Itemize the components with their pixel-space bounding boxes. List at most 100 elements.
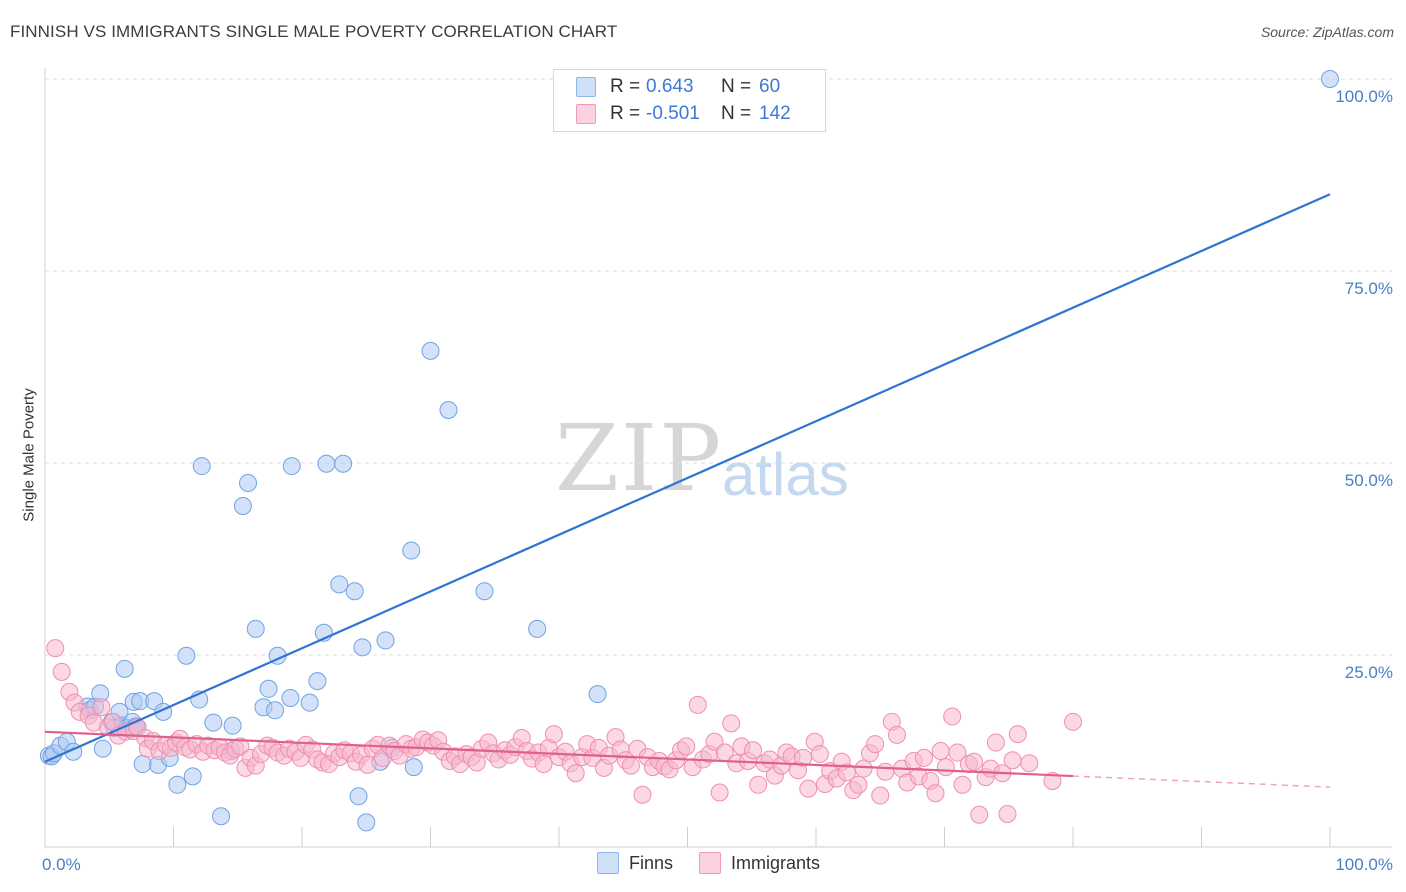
finns-point	[404, 758, 423, 777]
immigrants-point	[566, 764, 585, 783]
immigrants-point	[799, 779, 818, 798]
immigrants-point	[1008, 725, 1027, 744]
legend-r-label: R =	[610, 103, 641, 124]
legend-swatch-immigrants	[699, 852, 722, 874]
immigrants-point	[231, 737, 250, 756]
finns-point	[223, 716, 242, 735]
immigrants-point	[887, 725, 906, 744]
immigrants-point	[46, 639, 65, 658]
legend-swatch-immigrants	[576, 104, 596, 124]
legend-swatch-finns	[576, 77, 596, 97]
finns-point	[317, 454, 336, 473]
immigrants-point	[953, 775, 972, 794]
legend-n-value: 142	[759, 103, 791, 124]
immigrants-point	[621, 756, 640, 775]
immigrants-point	[633, 785, 652, 804]
legend-n-label: N =	[721, 103, 752, 124]
immigrants-point	[794, 748, 813, 767]
immigrants-point	[931, 742, 950, 760]
immigrants-point	[688, 695, 707, 714]
finns-point	[233, 497, 252, 516]
immigrants-point	[749, 775, 768, 794]
finns-point	[349, 787, 368, 806]
finns-point	[183, 767, 202, 786]
watermark-zip: ZIP	[555, 405, 724, 512]
immigrants-point	[871, 786, 890, 805]
legend-r-value: 0.643	[646, 76, 694, 97]
legend-swatch-finns	[597, 852, 619, 874]
immigrants-point	[837, 763, 856, 782]
finns-point	[133, 755, 152, 774]
immigrants-trend-extension	[1072, 775, 1331, 788]
immigrants-point	[936, 758, 955, 777]
finns-point	[1321, 70, 1339, 88]
legend-row-finns: R = 0.643 N = 60	[554, 75, 780, 99]
immigrants-point	[722, 714, 741, 733]
immigrants-point	[926, 784, 945, 803]
immigrants-point	[1064, 712, 1082, 731]
immigrants-point	[866, 735, 885, 754]
legend-row-immigrants: R = -0.501 N = 142	[554, 102, 791, 126]
finns-point	[475, 582, 494, 601]
series-legend: Finns Immigrants	[597, 852, 846, 874]
legend-label-immigrants: Immigrants	[731, 852, 821, 873]
source-label: Source: ZipAtlas.com	[1260, 24, 1394, 40]
immigrants-point	[710, 783, 729, 802]
immigrants-point	[358, 755, 377, 774]
immigrants-point	[943, 707, 962, 726]
grid-lines	[45, 78, 1392, 656]
immigrants-point	[876, 762, 895, 781]
immigrants-point	[544, 725, 563, 744]
immigrants-trend-line	[44, 730, 1074, 778]
finns-point	[204, 713, 223, 732]
x-tick-label: 100.0%	[1335, 855, 1393, 874]
immigrants-point	[1003, 751, 1022, 770]
finns-point	[115, 659, 134, 678]
immigrants-point	[534, 755, 553, 774]
finns-point	[281, 689, 300, 708]
legend-item-finns[interactable]: Finns	[597, 852, 673, 874]
finns-point	[330, 575, 349, 594]
finns-point	[528, 619, 547, 638]
legend-n-label: N =	[721, 76, 752, 97]
finns-point	[282, 457, 301, 476]
immigrants-point	[677, 737, 696, 756]
immigrants-point	[849, 775, 868, 794]
immigrants-point	[948, 743, 967, 762]
finns-trend-line	[44, 193, 1331, 763]
immigrants-point	[52, 662, 71, 681]
finns-point	[308, 672, 327, 691]
legend-r-label: R =	[610, 76, 641, 97]
finns-point	[345, 582, 364, 601]
legend-item-immigrants[interactable]: Immigrants	[699, 852, 820, 874]
y-tick-label: 100.0%	[1335, 87, 1393, 106]
finns-point	[376, 631, 395, 650]
finns-point	[402, 541, 421, 560]
trend-lines	[44, 193, 1331, 788]
legend-r-value: -0.501	[646, 103, 700, 124]
y-tick-label: 75.0%	[1345, 279, 1393, 298]
immigrants-point	[744, 741, 763, 760]
finns-point	[93, 739, 112, 758]
finns-point	[334, 454, 353, 473]
finns-point	[168, 775, 187, 794]
finns-point	[259, 679, 278, 698]
immigrants-point	[965, 752, 984, 771]
legend-n-value: 60	[759, 76, 781, 97]
immigrants-point	[1043, 771, 1062, 790]
immigrants-point	[1020, 754, 1039, 773]
finns-point	[439, 401, 458, 420]
immigrants-point	[998, 804, 1017, 823]
finns-point	[192, 457, 211, 476]
legend-label-finns: Finns	[629, 852, 674, 873]
immigrants-point	[854, 759, 873, 778]
finns-point	[353, 638, 372, 657]
immigrants-point	[986, 733, 1005, 752]
finns-point	[212, 807, 231, 826]
immigrants-point	[970, 805, 989, 824]
finns-point	[300, 693, 319, 712]
immigrants-point	[810, 745, 829, 764]
axes	[44, 68, 1392, 848]
finns-point	[588, 685, 607, 704]
